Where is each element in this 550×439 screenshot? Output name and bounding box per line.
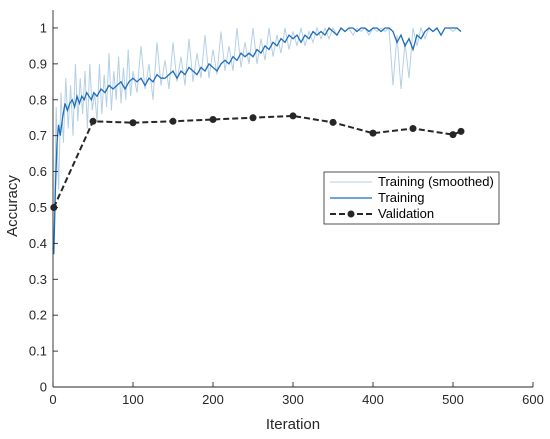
tick-layer: 0 100 200 300 400 500 600 0 0.1 0.2 0.3 0.4 0.5 0.6 0.…	[29, 20, 544, 407]
x-tick-label: 200	[202, 392, 224, 407]
x-tick-label: 0	[49, 392, 56, 407]
validation-marker	[89, 117, 97, 125]
validation-marker	[449, 131, 457, 139]
y-tick-label: 0.7	[29, 128, 47, 143]
validation-marker	[289, 112, 297, 120]
validation-marker	[249, 114, 257, 122]
y-tick-label: 0.5	[29, 200, 47, 215]
y-tick-label: 0.1	[29, 344, 47, 359]
x-tick-label: 400	[362, 392, 384, 407]
x-axis-title: Iteration	[266, 416, 320, 433]
x-tick-label: 500	[442, 392, 464, 407]
y-tick-label: 1	[40, 20, 47, 35]
validation-marker	[457, 127, 465, 135]
x-tick-label: 100	[122, 392, 144, 407]
legend-label-training: Training	[378, 190, 424, 205]
legend-label-training-smoothed: Training (smoothed)	[378, 174, 494, 189]
y-axis-title: Accuracy	[4, 175, 21, 237]
x-tick-label: 300	[282, 392, 304, 407]
validation-marker	[409, 124, 417, 132]
validation-marker	[129, 119, 137, 127]
series-line-training	[53, 26, 462, 255]
x-tick-label: 600	[522, 392, 544, 407]
validation-marker	[329, 118, 337, 126]
y-tick-label: 0.8	[29, 92, 47, 107]
y-tick-label: 0.4	[29, 236, 47, 251]
series-line-validation	[52, 114, 462, 208]
legend-label-validation: Validation	[378, 206, 434, 221]
legend: Training (smoothed) Training Validation	[323, 171, 500, 225]
series-line-training-smoothed	[53, 26, 462, 251]
legend-marker-validation	[347, 210, 355, 218]
y-tick-label: 0.6	[29, 164, 47, 179]
series-layer	[50, 26, 465, 255]
y-tick-label: 0.9	[29, 56, 47, 71]
validation-marker	[169, 117, 177, 125]
y-tick-label: 0.3	[29, 272, 47, 287]
y-tick-label: 0.2	[29, 308, 47, 323]
y-tick-label: 0	[40, 380, 47, 395]
validation-marker	[369, 129, 377, 137]
validation-marker	[209, 116, 217, 124]
